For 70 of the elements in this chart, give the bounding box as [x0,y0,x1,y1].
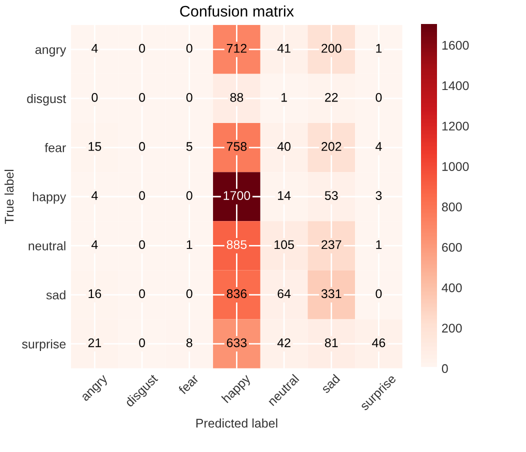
color-bar-label: 1200 [442,122,469,131]
data-label: 0 [139,338,146,348]
data-label: 4 [91,191,98,200]
data-label: 3 [376,191,382,200]
data-label: 331 [321,289,342,298]
data-label: 885 [226,240,247,250]
data-label: 1 [376,44,382,53]
data-label: 41 [277,44,290,53]
data-label: 4 [91,240,98,249]
y-tick-label: disgust [27,94,66,106]
color-bar-label: 0 [442,364,448,374]
data-label: 758 [226,142,247,151]
data-label: 0 [376,289,382,298]
data-label: 0 [139,289,146,298]
x-axis-title: Predicted label [196,418,278,428]
data-label: 1 [376,240,382,249]
data-label: 0 [139,44,146,53]
data-label: 16 [88,289,102,298]
data-label: 4 [91,44,98,53]
data-label: 4 [376,142,382,151]
data-label: 105 [274,240,294,250]
data-label: 1 [282,93,287,102]
data-label: 81 [324,338,338,348]
color-bar-label: 1600 [442,40,469,50]
y-tick-label: neutral [28,241,66,250]
x-tick-label: sad [320,374,340,394]
data-label: 0 [139,191,146,200]
data-label: 0 [92,92,98,102]
data-label: 200 [322,44,342,53]
data-label: 42 [277,338,290,348]
chart-title: Confusion matrix [180,5,294,17]
data-label: 88 [230,92,244,102]
data-label: 0 [186,44,192,53]
data-label: 1700 [224,191,250,200]
data-label: 21 [88,338,102,348]
color-bar-label: 200 [442,324,462,333]
data-label: 22 [325,92,338,102]
color-bar-label: 800 [442,202,462,212]
data-label: 15 [88,142,102,151]
data-label: 1 [186,240,192,249]
data-label: 0 [376,92,382,102]
color-bar-label: 1000 [442,162,469,171]
y-tick-label: surprise [22,339,66,351]
data-label: 202 [322,142,342,151]
data-label: 0 [186,92,192,102]
data-label: 40 [277,142,291,151]
data-label: 5 [186,142,192,151]
data-label: 0 [139,240,146,250]
data-label: 46 [372,338,386,348]
data-label: 712 [226,44,246,53]
data-label: 8 [186,338,192,348]
data-label: 0 [186,289,192,298]
data-label: 0 [186,191,192,200]
y-tick-label: happy [32,192,66,204]
data-label: 0 [139,142,146,151]
color-bar-label: 1400 [442,81,469,90]
y-tick-label: fear [44,143,66,152]
data-label: 53 [324,191,338,200]
data-label: 237 [322,240,342,250]
data-label: 836 [226,289,247,298]
data-label: 0 [139,92,146,102]
color-bar-label: 600 [442,242,462,252]
x-tick-label: fear [178,373,200,395]
color-bar-label: 400 [442,283,462,292]
data-label: 64 [278,289,291,298]
y-tick-label: sad [46,290,66,300]
data-label: 14 [278,191,291,200]
y-tick-label: angry [35,47,66,57]
y-axis-title: True label [4,170,14,224]
data-label: 633 [226,338,247,348]
